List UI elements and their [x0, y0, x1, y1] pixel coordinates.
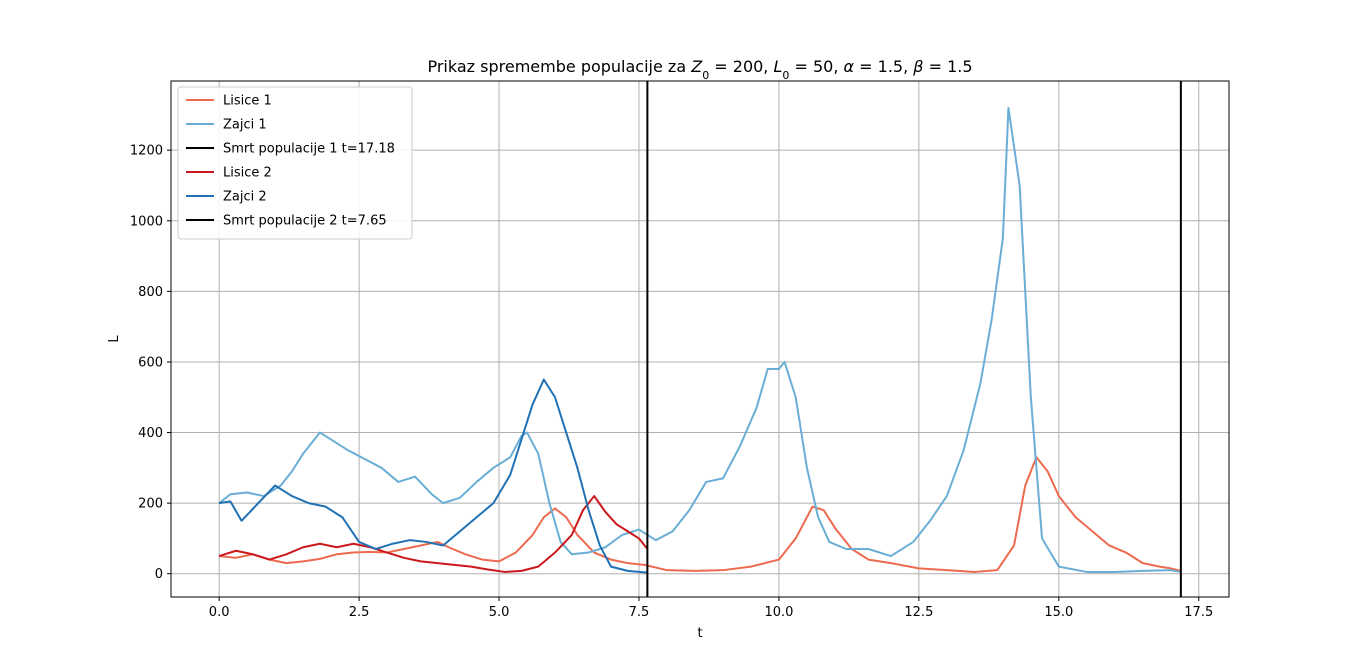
title-part: β	[912, 57, 923, 76]
series-lisice-1-line	[219, 456, 1182, 573]
y-tick-label: 600	[138, 355, 163, 370]
x-tick-label: 17.5	[1184, 605, 1213, 620]
title-part: 0	[782, 69, 789, 82]
title-part: L	[773, 57, 782, 76]
series-zajci-1-line	[218, 106, 1182, 573]
legend-entry: Zajci 2	[223, 190, 267, 205]
title-part: Prikaz spremembe populacije za	[427, 57, 691, 76]
title-part: 0	[702, 69, 709, 82]
y-tick-label: 400	[138, 426, 163, 441]
chart-title: Prikaz spremembe populacije za Z0 = 200,…	[427, 57, 972, 82]
y-tick-label: 800	[138, 285, 163, 300]
title-part: α	[844, 57, 855, 76]
title-part: = 200,	[709, 57, 773, 76]
y-tick-label: 1000	[130, 214, 163, 229]
legend-entry: Lisice 1	[223, 94, 272, 109]
series-group	[218, 81, 1182, 597]
x-tick-label: 10.0	[764, 605, 793, 620]
title-part: = 1.5	[923, 57, 972, 76]
x-tick-label: 0.0	[209, 605, 230, 620]
series-lisice-2-line	[218, 495, 649, 573]
x-tick-label: 5.0	[489, 605, 510, 620]
legend-entry: Smrt populacije 1 t=17.18	[223, 142, 395, 157]
x-tick-label: 15.0	[1044, 605, 1073, 620]
legend-entry: Zajci 1	[223, 118, 267, 133]
series-zajci-2-line	[218, 378, 648, 574]
plot-area-frame	[170, 80, 1230, 598]
legend-entry: Lisice 2	[223, 166, 272, 181]
y-tick-label: 200	[138, 497, 163, 512]
x-tick-label: 2.5	[349, 605, 370, 620]
legend-entry: Smrt populacije 2 t=7.65	[223, 214, 387, 229]
grid	[171, 81, 1229, 597]
y-tick-label: 0	[155, 567, 163, 582]
legend-box	[177, 86, 413, 240]
x-tick-label: 7.5	[629, 605, 650, 620]
y-axis-label: L	[107, 335, 122, 343]
axis-ticks: 0.0 2.5 5.0 7.5 10.0 12.5 15.0 17.5 0 200 400 600 80…	[130, 144, 1213, 620]
legend: Lisice 1 Zajci 1 Smrt populacije 1 t=17.18…	[177, 86, 413, 240]
x-tick-label: 12.5	[904, 605, 933, 620]
x-axis-label: t	[697, 626, 702, 641]
title-part: = 50,	[789, 57, 843, 76]
title-part: = 1.5,	[854, 57, 913, 76]
title-part: Z	[690, 57, 703, 76]
y-tick-label: 1200	[130, 144, 163, 159]
